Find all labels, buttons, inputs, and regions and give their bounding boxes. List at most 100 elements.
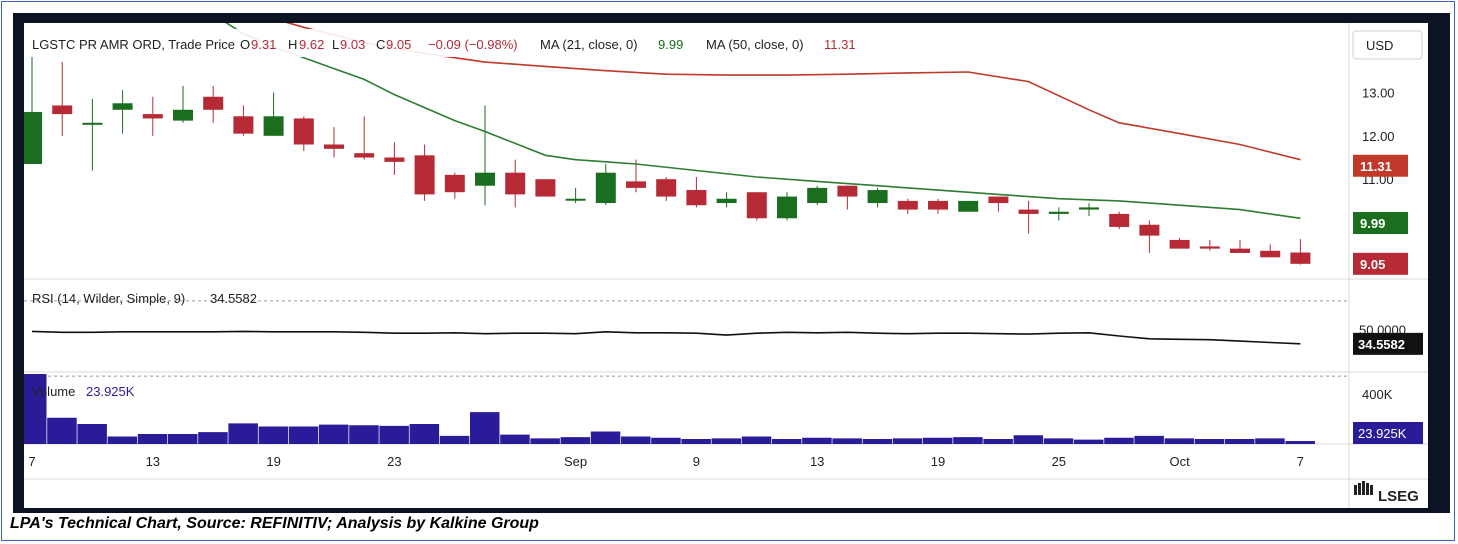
rsi-last-badge	[1353, 332, 1423, 355]
ma50-label: MA (50, close, 0)	[706, 37, 804, 52]
x-tick-label: 13	[146, 454, 160, 469]
volume-bar	[198, 432, 228, 444]
chart-canvas: 13.0012.0011.0011.319.999.0550.000034.55…	[24, 23, 1428, 508]
lseg-logo: LSEG	[1354, 481, 1419, 505]
volume-bar	[741, 436, 772, 444]
candle-body	[1169, 239, 1190, 249]
rsi-title: RSI (14, Wilder, Simple, 9)	[32, 291, 185, 306]
candle-body	[324, 144, 344, 149]
rsi-pane	[24, 300, 1349, 377]
candle-body	[82, 122, 103, 125]
volume-bar	[1225, 439, 1255, 444]
ohlc-low-key: L	[332, 37, 339, 52]
volume-pane	[24, 374, 1315, 444]
candle-body	[263, 116, 284, 136]
candle-body	[716, 198, 737, 204]
candle-body	[1079, 207, 1099, 210]
volume-bar	[1043, 438, 1074, 444]
volume-value: 23.925K	[86, 384, 135, 399]
rsi-last-text: 34.5582	[1358, 337, 1405, 352]
candle-body	[958, 200, 979, 212]
volume-bar	[1104, 437, 1134, 444]
volume-bar	[1134, 435, 1164, 444]
candle-body	[565, 198, 586, 201]
volume-bar	[862, 439, 893, 444]
ohlc-change: −0.09 (−0.98%)	[428, 37, 518, 52]
candle-body	[384, 157, 405, 162]
candle-body	[656, 179, 677, 197]
candle-body	[1018, 209, 1039, 214]
volume-bar	[1013, 435, 1044, 444]
ohlc-high-key: H	[288, 37, 297, 52]
candle-body	[1139, 224, 1160, 236]
candle-body	[112, 103, 133, 110]
candle-body	[1109, 213, 1130, 227]
volume-bar	[681, 439, 711, 444]
volume-bar	[772, 439, 802, 444]
candle-body	[475, 172, 495, 186]
volume-bar	[228, 423, 258, 444]
volume-bar	[77, 424, 107, 444]
x-tick-label: 25	[1052, 454, 1066, 469]
x-tick-label: Oct	[1169, 454, 1190, 469]
candle-body	[173, 109, 193, 121]
volume-title: Volume	[32, 384, 75, 399]
volume-bar	[1255, 438, 1285, 444]
candle-body	[203, 96, 224, 110]
ma-line	[225, 23, 1301, 220]
currency-label: USD	[1366, 38, 1393, 53]
volume-bar	[439, 435, 470, 444]
x-tick-label: 7	[28, 454, 35, 469]
logo-text: LSEG	[1378, 488, 1419, 505]
volume-bar	[379, 425, 409, 444]
ma21-value: 9.99	[658, 37, 683, 52]
volume-bar	[107, 436, 138, 444]
candle-body	[686, 190, 707, 206]
candle-body	[1048, 211, 1069, 214]
volume-bar	[1194, 439, 1225, 444]
candle-body	[897, 200, 918, 210]
volume-bar	[802, 437, 832, 444]
currency-button[interactable]	[1352, 30, 1423, 60]
candle-body	[928, 200, 948, 210]
ma50-last-text: 11.31	[1360, 159, 1392, 174]
x-tick-label: 23	[387, 454, 401, 469]
candle-body	[293, 118, 314, 145]
rsi-line	[31, 330, 1301, 345]
volume-bar	[168, 434, 198, 444]
x-tick-label: 13	[810, 454, 824, 469]
candle-body	[233, 116, 254, 134]
volume-bar	[1285, 441, 1315, 444]
volume-bar	[1074, 439, 1104, 444]
candle-body	[626, 181, 646, 188]
volume-bar	[500, 434, 530, 444]
candle-body	[24, 111, 42, 165]
volume-last-badge	[1353, 422, 1423, 444]
volume-tick-label: 400K	[1362, 387, 1393, 402]
volume-bar	[47, 417, 77, 444]
volume-bar	[470, 412, 500, 444]
candle-body	[52, 105, 73, 115]
ma21-last-badge	[1353, 212, 1408, 235]
volume-bar	[953, 437, 983, 444]
candle-body	[535, 179, 556, 197]
candle-body	[807, 187, 828, 204]
volume-bar	[1164, 438, 1195, 444]
volume-bar	[137, 434, 168, 444]
volume-bar	[530, 438, 560, 444]
volume-bar	[590, 431, 621, 444]
volume-bar	[651, 437, 681, 444]
candle-body	[414, 155, 435, 195]
volume-bar	[409, 424, 440, 444]
x-tick-label: 9	[693, 454, 700, 469]
volume-bar	[560, 437, 591, 444]
price-tick-label: 13.00	[1362, 85, 1395, 100]
volume-bar	[832, 438, 862, 444]
candle-body	[837, 185, 858, 197]
chart-title: LGSTC PR AMR ORD, Trade Price	[32, 37, 235, 52]
volume-last-text: 23.925K	[1358, 426, 1407, 441]
x-tick-label: 19	[266, 454, 280, 469]
price-tick-label: 12.00	[1362, 129, 1395, 144]
volume-bar	[983, 439, 1013, 444]
